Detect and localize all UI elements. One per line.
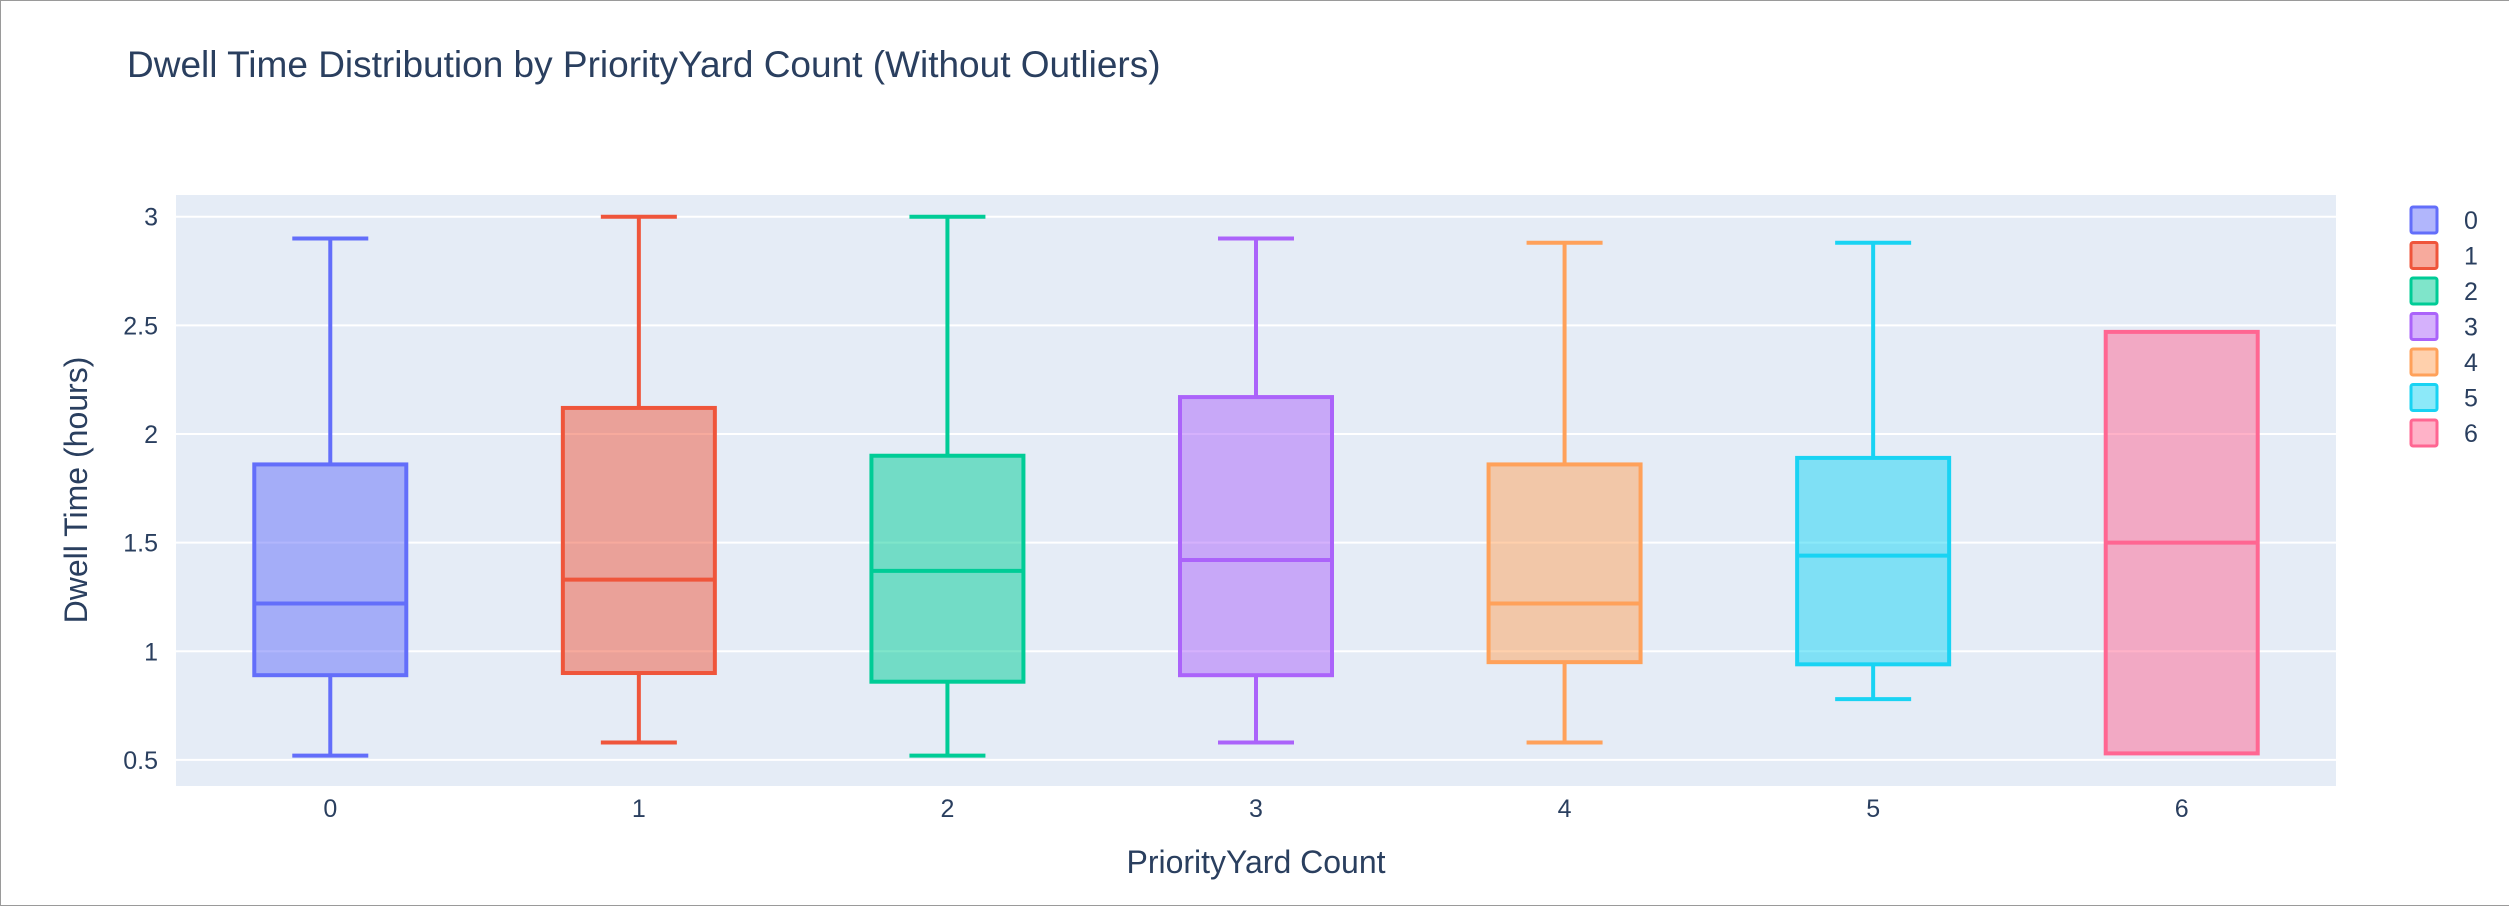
y-axis-title: Dwell Time (hours): [58, 357, 94, 624]
y-tick-label: 2.5: [123, 312, 158, 340]
x-tick-label: 0: [323, 795, 337, 823]
legend-swatch: [2409, 418, 2439, 448]
box-iqr[interactable]: [1486, 462, 1643, 665]
box-trace-3[interactable]: [1178, 236, 1334, 745]
legend-item-6[interactable]: 6: [2409, 418, 2478, 448]
legend-item-0[interactable]: 0: [2409, 205, 2478, 235]
legend-swatch: [2409, 276, 2439, 306]
chart-title: Dwell Time Distribution by PriorityYard …: [127, 44, 1161, 85]
legend-item-1[interactable]: 1: [2409, 241, 2478, 271]
y-tick-label: 1: [144, 638, 158, 666]
legend-item-4[interactable]: 4: [2409, 347, 2478, 377]
legend-item-3[interactable]: 3: [2409, 312, 2478, 342]
box-iqr[interactable]: [869, 453, 1026, 684]
box-trace-6[interactable]: [2103, 329, 2260, 756]
legend-label: 2: [2464, 278, 2478, 306]
legend-swatch: [2409, 383, 2439, 412]
legend-label: 4: [2464, 349, 2478, 377]
legend-label: 6: [2464, 420, 2478, 448]
x-tick-label: 1: [632, 795, 646, 823]
box-trace-2[interactable]: [869, 214, 1026, 758]
legend-item-5[interactable]: 5: [2409, 383, 2478, 413]
legend-swatch: [2409, 312, 2439, 341]
legend-label: 0: [2464, 207, 2478, 235]
box-iqr[interactable]: [1795, 455, 1952, 667]
box-iqr[interactable]: [1178, 395, 1334, 678]
legend-label: 1: [2464, 243, 2478, 271]
legend-swatch: [2409, 241, 2439, 270]
legend-swatch: [2409, 205, 2439, 235]
x-tick-label: 5: [1866, 795, 1880, 823]
x-tick-label: 3: [1249, 795, 1263, 823]
box-trace-0[interactable]: [252, 236, 409, 758]
legend-label: 5: [2464, 385, 2478, 413]
box-iqr[interactable]: [252, 462, 409, 678]
y-tick-label: 3: [144, 204, 158, 232]
legend-label: 3: [2464, 314, 2478, 342]
legend[interactable]: 0 1 2 3 4 5 6: [2409, 205, 2478, 448]
y-tick-label: 0.5: [123, 747, 158, 775]
box-trace-4[interactable]: [1486, 240, 1643, 745]
x-axis-title: PriorityYard Count: [1126, 844, 1385, 880]
y-tick-label: 2: [144, 421, 158, 449]
box-trace-5[interactable]: [1795, 240, 1952, 702]
y-tick-label: 1.5: [123, 530, 158, 558]
x-axis-ticks: 0 1 2 3 4 5 6: [323, 795, 2188, 823]
x-tick-label: 6: [2175, 795, 2189, 823]
legend-swatch: [2409, 347, 2439, 377]
y-axis-ticks: 0.5 1 1.5 2 2.5 3: [123, 204, 158, 775]
box-iqr[interactable]: [560, 405, 717, 676]
legend-item-2[interactable]: 2: [2409, 276, 2478, 306]
x-tick-label: 4: [1558, 795, 1572, 823]
x-tick-label: 2: [940, 795, 954, 823]
box-traces[interactable]: [252, 214, 2260, 758]
box-trace-1[interactable]: [560, 214, 717, 745]
